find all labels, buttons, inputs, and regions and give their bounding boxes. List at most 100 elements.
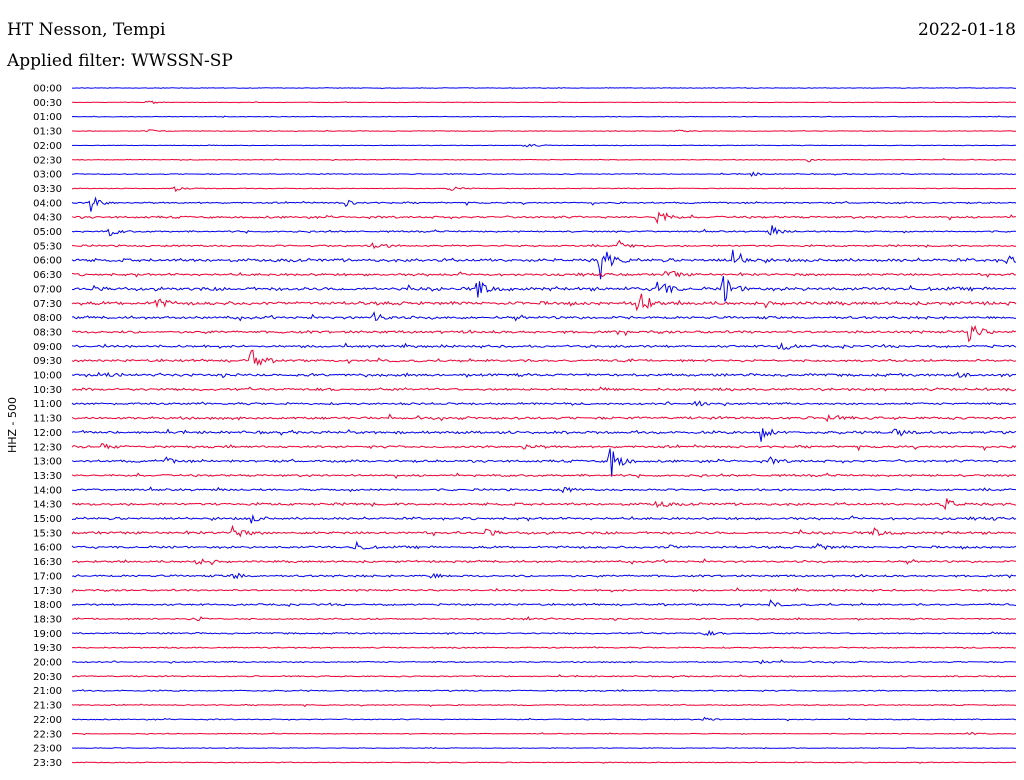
row-label: 09:30 <box>33 356 62 367</box>
trace-0030 <box>71 100 1017 105</box>
trace-1230 <box>71 443 1017 452</box>
row-label: 06:00 <box>33 256 62 267</box>
trace-1300 <box>71 448 1017 477</box>
row-label: 21:00 <box>33 686 62 697</box>
trace-1130 <box>71 413 1017 423</box>
trace-1500 <box>71 513 1017 524</box>
trace-1930 <box>71 646 1017 650</box>
row-label: 08:30 <box>33 327 62 338</box>
row-label: 01:30 <box>33 127 62 138</box>
y-axis-label: HHZ - 500 <box>6 397 19 453</box>
trace-1430 <box>71 498 1017 511</box>
row-label: 19:00 <box>33 629 62 640</box>
row-label: 17:00 <box>33 571 62 582</box>
row-label: 17:30 <box>33 586 62 597</box>
row-label: 11:30 <box>33 414 62 425</box>
row-label: 01:00 <box>33 112 62 123</box>
trace-1400 <box>71 486 1017 494</box>
trace-1800 <box>71 599 1017 608</box>
row-label: 18:00 <box>33 600 62 611</box>
trace-0230 <box>72 158 1017 163</box>
row-label: 11:00 <box>33 399 62 410</box>
row-label: 22:30 <box>33 729 62 740</box>
row-label: 23:00 <box>33 744 62 755</box>
row-label: 02:30 <box>33 155 62 166</box>
trace-0830 <box>71 324 1017 343</box>
trace-2130 <box>71 703 1017 708</box>
row-labels: 00:00 00:30 01:00 01:30 02:00 02:30 03:00 03:30… <box>33 84 62 769</box>
row-label: 03:00 <box>33 170 62 181</box>
trace-1100 <box>71 400 1017 407</box>
station-title: HT Nesson, Tempi <box>7 20 166 40</box>
row-label: 13:00 <box>33 457 62 468</box>
trace-1730 <box>71 587 1017 593</box>
trace-2030 <box>71 674 1017 679</box>
trace-0400 <box>71 196 1017 212</box>
trace-1630 <box>71 558 1017 566</box>
trace-0430 <box>71 211 1016 225</box>
traces <box>71 87 1017 764</box>
trace-1530 <box>71 524 1017 538</box>
trace-0800 <box>71 311 1017 322</box>
row-label: 23:30 <box>33 758 62 769</box>
row-label: 08:00 <box>33 313 62 324</box>
row-label: 10:30 <box>33 385 62 396</box>
trace-0630 <box>71 270 1016 278</box>
row-label: 09:00 <box>33 342 62 353</box>
row-label: 07:30 <box>33 299 62 310</box>
row-label: 12:00 <box>33 428 62 439</box>
row-label: 14:30 <box>33 500 62 511</box>
row-label: 14:00 <box>33 485 62 496</box>
row-label: 16:00 <box>33 543 62 554</box>
row-label: 12:30 <box>33 442 62 453</box>
trace-1030 <box>71 386 1017 392</box>
trace-0200 <box>71 143 1017 148</box>
trace-0900 <box>71 341 1017 350</box>
row-label: 19:30 <box>33 643 62 654</box>
date-label: 2022-01-18 <box>917 20 1016 40</box>
trace-0130 <box>72 129 1017 133</box>
filter-label: Applied filter: WWSSN-SP <box>7 51 233 71</box>
trace-2000 <box>71 659 1017 665</box>
trace-1900 <box>71 629 1017 637</box>
trace-2300 <box>71 746 1017 750</box>
row-label: 02:00 <box>33 141 62 152</box>
row-label: 22:00 <box>33 715 62 726</box>
row-label: 05:00 <box>33 227 62 238</box>
row-label: 18:30 <box>33 614 62 625</box>
trace-2230 <box>72 731 1017 736</box>
trace-2200 <box>71 716 1017 722</box>
row-label: 05:30 <box>33 241 62 252</box>
row-label: 07:00 <box>33 284 62 295</box>
trace-1700 <box>71 572 1017 580</box>
trace-1330 <box>71 472 1017 480</box>
trace-1200 <box>71 428 1017 442</box>
row-label: 06:30 <box>33 270 62 281</box>
trace-0500 <box>71 225 1017 237</box>
trace-0700 <box>71 275 1017 302</box>
row-label: 20:30 <box>33 672 62 683</box>
trace-2330 <box>72 761 1017 764</box>
row-label: 10:00 <box>33 371 62 382</box>
trace-0300 <box>71 171 1017 178</box>
trace-0000 <box>72 87 1017 90</box>
row-label: 00:00 <box>33 84 62 95</box>
trace-0330 <box>72 186 1017 193</box>
row-label: 21:30 <box>33 701 62 712</box>
trace-2100 <box>71 689 1017 693</box>
trace-0600 <box>71 249 1017 280</box>
row-label: 13:30 <box>33 471 62 482</box>
trace-0530 <box>71 239 1017 250</box>
row-label: 15:30 <box>33 528 62 539</box>
trace-1830 <box>72 616 1017 622</box>
trace-0930 <box>71 349 1017 367</box>
trace-1000 <box>71 371 1017 379</box>
y-axis-label-group: HHZ - 500 <box>6 397 19 453</box>
row-label: 03:30 <box>33 184 62 195</box>
row-label: 04:00 <box>33 198 62 209</box>
row-label: 04:30 <box>33 213 62 224</box>
row-label: 20:00 <box>33 658 62 669</box>
row-label: 16:30 <box>33 557 62 568</box>
trace-0730 <box>71 293 1017 312</box>
